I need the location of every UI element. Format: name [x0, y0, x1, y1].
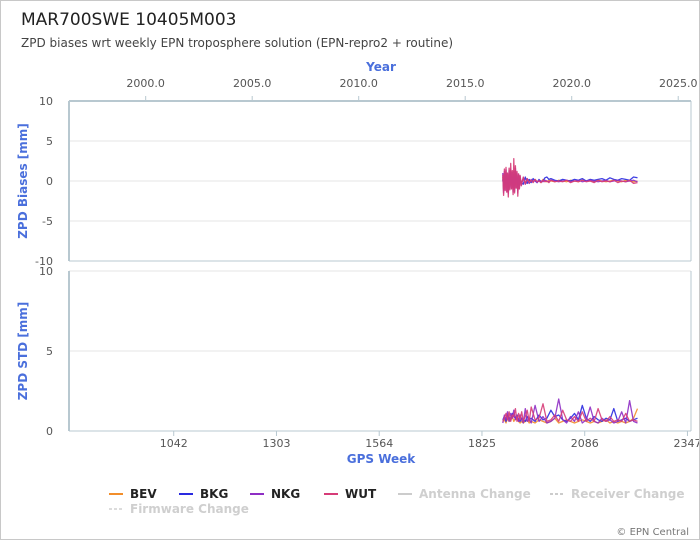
- y-axis-label: ZPD STD [mm]: [16, 302, 30, 401]
- legend-label-wut: WUT: [345, 487, 377, 501]
- y-tick-label: -5: [42, 215, 53, 228]
- y-tick-label: 10: [39, 265, 53, 278]
- y-tick-label: 5: [46, 135, 53, 148]
- legend: BEV BKG NKG WUT Antenna Change Receiver Chang…: [109, 487, 685, 516]
- top-x-tick-label: 2000.0: [126, 77, 165, 90]
- series-line-wut: [502, 403, 638, 423]
- legend-label-firmware-change: Firmware Change: [130, 502, 249, 516]
- y-tick-label: 0: [46, 175, 53, 188]
- top-x-tick-label: 2020.0: [552, 77, 591, 90]
- credit-text: © EPN Central: [616, 527, 689, 538]
- series-line-wut: [502, 157, 638, 198]
- bias-panel: 10 5 0 -5 -10 ZPD Biases [mm] 2000.0 2005.0 2010…: [16, 60, 697, 268]
- x-tick-label: 2347: [673, 437, 699, 450]
- chart-subtitle: ZPD biases wrt weekly EPN troposphere so…: [21, 36, 453, 50]
- x-tick-label: 1825: [468, 437, 496, 450]
- top-x-tick-label: 2015.0: [446, 77, 485, 90]
- x-axis-label: GPS Week: [347, 452, 417, 466]
- legend-label-bkg: BKG: [200, 487, 228, 501]
- x-tick-label: 1564: [365, 437, 393, 450]
- y-axis-label: ZPD Biases [mm]: [16, 123, 30, 239]
- y-tick-label: 10: [39, 95, 53, 108]
- plot-panels: 10 5 0 -5 -10 ZPD Biases [mm] 2000.0 2005.0 2010…: [16, 60, 699, 466]
- top-x-tick-label: 2010.0: [339, 77, 378, 90]
- legend-label-receiver-change: Receiver Change: [571, 487, 685, 501]
- legend-label-nkg: NKG: [271, 487, 300, 501]
- x-tick-label: 1042: [160, 437, 188, 450]
- y-tick-label: 0: [46, 425, 53, 438]
- std-panel: 10 5 0 ZPD STD [mm] 1042 1303 1564 1825 2086 2347…: [16, 265, 699, 466]
- y-tick-label: -10: [35, 255, 53, 268]
- top-x-axis-label: Year: [365, 60, 396, 74]
- chart-title: MAR700SWE 10405M003: [21, 10, 237, 30]
- top-x-tick-label: 2025.0: [659, 77, 698, 90]
- x-tick-label: 1303: [262, 437, 290, 450]
- x-tick-label: 2086: [571, 437, 599, 450]
- legend-label-antenna-change: Antenna Change: [419, 487, 531, 501]
- top-x-tick-label: 2005.0: [233, 77, 272, 90]
- y-tick-label: 5: [46, 345, 53, 358]
- legend-label-bev: BEV: [130, 487, 157, 501]
